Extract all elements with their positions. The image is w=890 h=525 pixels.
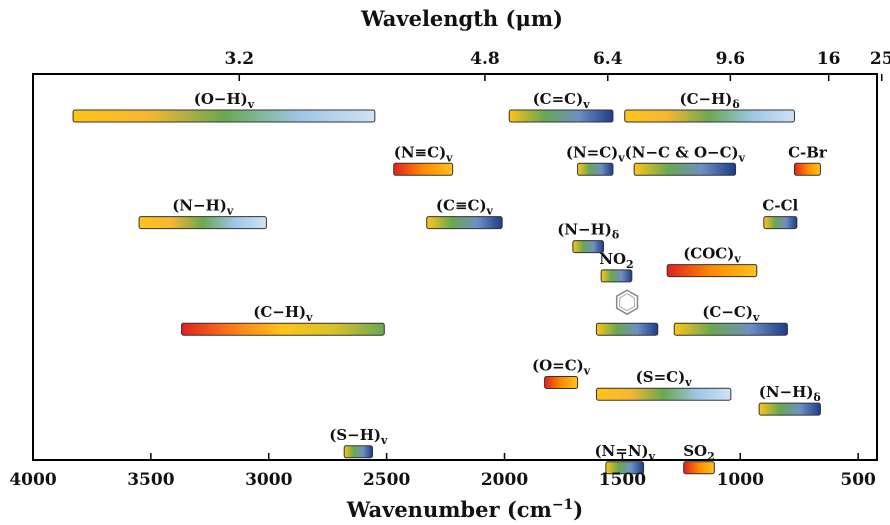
- band: NO2: [599, 250, 634, 283]
- top-axis: 3.2 4.8 6.4 9.6 16 25: [224, 49, 890, 81]
- top-tick-label: 9.6: [716, 49, 746, 69]
- band-label: C-Cl: [762, 197, 798, 215]
- band-label: (S−H)v: [329, 426, 388, 447]
- top-axis-title: Wavelength (μm): [360, 6, 563, 31]
- x-tick-label: 1000: [717, 470, 764, 490]
- band-label: (N=C)v: [566, 143, 625, 164]
- band: (N≡C)v: [393, 143, 454, 176]
- top-tick-label: 25: [870, 49, 890, 69]
- band-label: (N−H)δ: [557, 221, 619, 242]
- band-bar: [605, 461, 645, 475]
- band-label: (N−H)v: [172, 197, 234, 218]
- band-bar: [343, 445, 373, 459]
- x-tick-label: 2500: [363, 470, 410, 490]
- band: (N−H)v: [138, 197, 267, 230]
- band-label: (S=C)v: [636, 368, 693, 389]
- band: C-Br: [788, 143, 828, 176]
- x-tick-label: 3000: [245, 470, 292, 490]
- band: (C=C)v: [508, 90, 614, 123]
- band: C-Cl: [762, 197, 799, 230]
- band: (N−H)δ: [758, 383, 821, 416]
- band-bar: [763, 216, 798, 230]
- band-bar: [600, 269, 633, 283]
- band-bar: [683, 461, 715, 475]
- top-tick-label: 3.2: [224, 49, 254, 69]
- band-label: (O=C)v: [532, 357, 591, 378]
- band-bar: [673, 322, 788, 336]
- band-label: NO2: [599, 250, 633, 271]
- x-tick-label: 4000: [9, 470, 56, 490]
- band: (S−H)v: [329, 426, 388, 459]
- band: (C−H)δ: [624, 90, 795, 123]
- band-label: (O−H)v: [194, 90, 255, 111]
- band-bar: [577, 162, 614, 176]
- band-bar: [633, 162, 737, 176]
- band: (C≡C)v: [426, 197, 503, 230]
- band: (S=C)v: [595, 368, 732, 401]
- band-bar: [138, 216, 267, 230]
- band-bar: [508, 109, 614, 123]
- plot-frame: [32, 73, 878, 461]
- top-tick-label: 4.8: [470, 49, 500, 69]
- band: (O−H)v: [72, 90, 376, 123]
- band-bar: [393, 162, 454, 176]
- band-label: (N=N)v: [594, 442, 655, 463]
- band-bar: [624, 109, 795, 123]
- band: SO2: [683, 442, 715, 475]
- benzene-ring-icon: [615, 289, 639, 316]
- band-label: (C−C)v: [702, 303, 760, 324]
- band-label: (N−C & O−C)v: [625, 143, 746, 164]
- band-label: SO2: [683, 442, 715, 463]
- x-tick-label: 500: [840, 470, 876, 490]
- band-bar: [72, 109, 376, 123]
- x-axis-title-main: Wavenumber (cm: [346, 497, 552, 522]
- band-bar: [758, 402, 821, 416]
- band-bar: [181, 322, 385, 336]
- band-label: (N−H)δ: [759, 383, 821, 404]
- band-layer: (O−H)v (C=C)v (C−H)δ (N≡C)v (N=C)v (N−C & O−C…: [72, 90, 828, 475]
- x-tick-label: 1500: [599, 470, 646, 490]
- band-bar: [544, 376, 579, 389]
- band: (COC)v: [666, 245, 758, 278]
- band-bar: [793, 162, 821, 176]
- band-bar: [595, 322, 659, 336]
- band-label: (C−H)δ: [680, 90, 740, 111]
- band: (N=C)v: [566, 143, 625, 176]
- x-axis-title-tail: ): [573, 497, 583, 522]
- band-label: (C≡C)v: [436, 197, 494, 218]
- top-tick-label: 6.4: [593, 49, 623, 69]
- band: (N−H)δ: [557, 221, 619, 254]
- band-bar: [666, 264, 758, 278]
- band: (C−C)v: [673, 303, 788, 336]
- x-axis-title: Wavenumber (cm−1): [346, 497, 583, 522]
- band-label: (COC)v: [683, 245, 741, 266]
- band: (C−H)v: [181, 303, 385, 336]
- band: (N−C & O−C)v: [625, 143, 746, 176]
- benzene-inner-ring: [619, 293, 635, 312]
- band-label: (C=C)v: [533, 90, 591, 111]
- band-bar: [426, 216, 503, 230]
- band-bar: [595, 387, 732, 401]
- band-label: C-Br: [788, 143, 828, 161]
- x-tick-label: 3500: [127, 470, 174, 490]
- band-bar: [572, 240, 605, 254]
- x-tick-label: 2000: [481, 470, 528, 490]
- top-tick-label: 16: [817, 49, 841, 69]
- band: (O=C)v: [532, 357, 591, 389]
- band-label: (C−H)v: [253, 303, 313, 324]
- band-label: (N≡C)v: [394, 143, 453, 164]
- band: (N=N)v: [594, 442, 656, 475]
- band: [595, 289, 659, 336]
- bottom-axis: 4000 3500 3000 2500 2000 1500 1000 500: [9, 453, 876, 490]
- x-axis-title-sup: −1: [552, 497, 573, 513]
